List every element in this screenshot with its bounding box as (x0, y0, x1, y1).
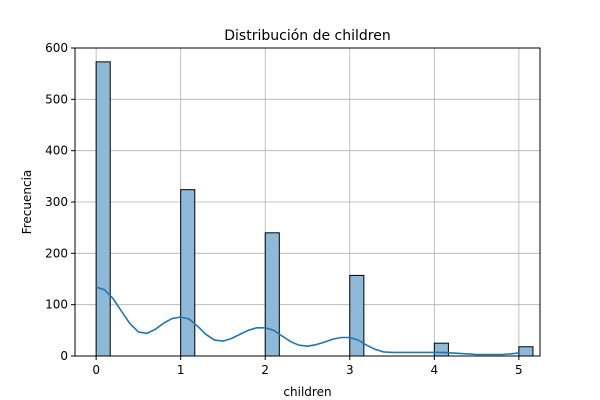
kde-curve-group (95, 286, 519, 356)
histogram-bar (433, 342, 449, 357)
histogram-bar (264, 232, 280, 357)
y-tick-label: 600 (45, 41, 68, 55)
x-tick-label: 3 (346, 363, 354, 377)
y-axis-label: Frecuencia (20, 170, 34, 235)
histogram-bar (518, 346, 534, 357)
y-tick-label: 100 (45, 298, 68, 312)
x-tick-label: 2 (261, 363, 269, 377)
histogram-bar (349, 274, 365, 357)
y-tick-label: 0 (60, 349, 68, 363)
y-tick-label: 400 (45, 144, 68, 158)
x-tick-label: 0 (92, 363, 100, 377)
histogram-bar (95, 61, 111, 357)
histogram-bar (180, 189, 196, 357)
grid-lines (75, 47, 540, 357)
x-axis-label: children (283, 385, 331, 399)
y-tick-label: 300 (45, 195, 68, 209)
chart-title: Distribución de children (224, 28, 390, 44)
axis-ticks: 0 1 2 3 4 5 0 100 200 300 400 500 600 (45, 41, 523, 377)
y-tick-label: 200 (45, 246, 68, 260)
y-tick-label: 500 (45, 92, 68, 106)
x-tick-label: 4 (430, 363, 438, 377)
kde-line (95, 286, 519, 356)
histogram-bars (95, 61, 534, 357)
x-tick-label: 5 (515, 363, 523, 377)
x-tick-label: 1 (177, 363, 185, 377)
